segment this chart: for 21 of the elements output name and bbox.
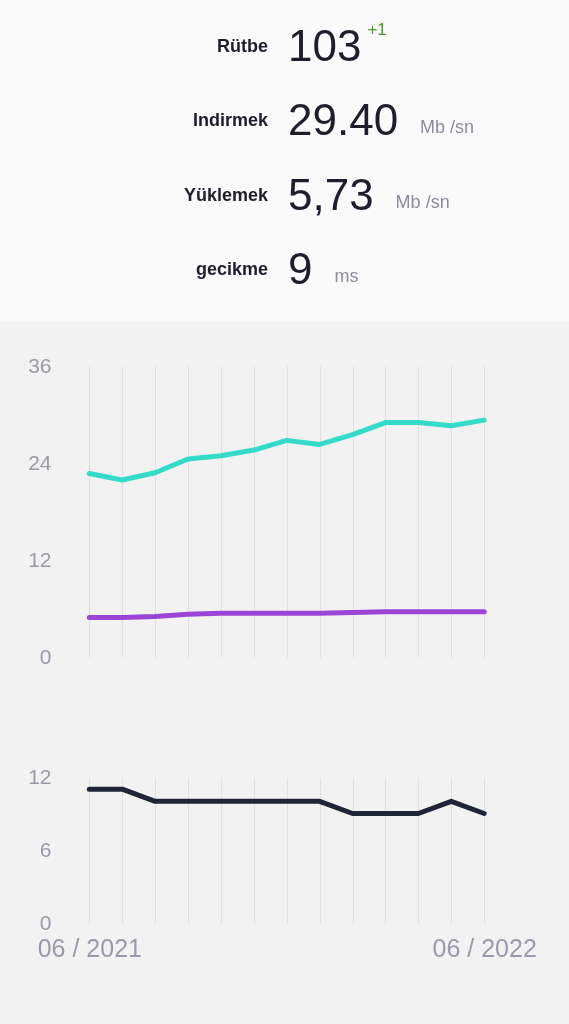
x-tick-label: 06 / 2022 bbox=[432, 933, 537, 962]
y-tick-label: 0 bbox=[39, 910, 52, 934]
text: 103 bbox=[288, 21, 362, 70]
text: 5,73 bbox=[288, 169, 374, 219]
text: Yüklemek bbox=[183, 184, 269, 205]
y-tick-label: 6 bbox=[39, 837, 52, 861]
text: 29.40 bbox=[288, 95, 399, 145]
text: Mb /sn bbox=[395, 191, 450, 212]
x-tick-label: 06 / 2021 bbox=[37, 933, 142, 962]
text: gecikme bbox=[195, 259, 268, 280]
text: Rütbe bbox=[217, 36, 268, 56]
y-tick-label: 12 bbox=[28, 547, 52, 571]
y-tick-label: 24 bbox=[28, 450, 52, 474]
text: Indirmek bbox=[192, 110, 269, 131]
text: Mb /sn bbox=[420, 117, 475, 138]
text: ms bbox=[334, 266, 359, 287]
y-tick-label: 12 bbox=[28, 764, 52, 788]
y-tick-label: 36 bbox=[28, 353, 52, 377]
text: +1 bbox=[367, 20, 387, 39]
y-tick-label: 0 bbox=[39, 644, 52, 668]
text: 9 bbox=[288, 244, 313, 294]
